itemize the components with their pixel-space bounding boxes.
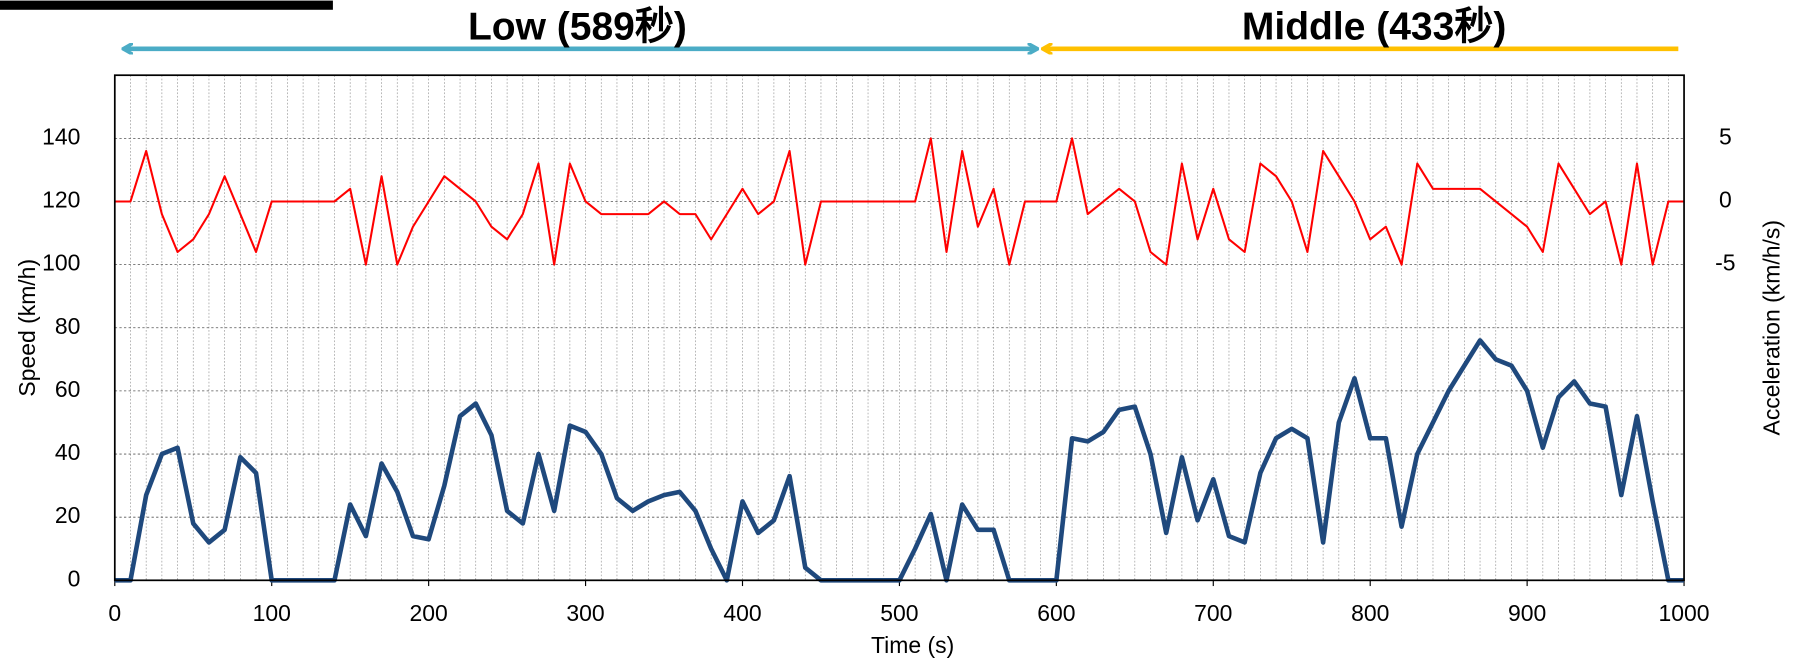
x-tick-label: 800 <box>1351 600 1389 626</box>
y-tick-label: 0 <box>68 565 81 591</box>
x-tick-label: 500 <box>880 600 918 626</box>
x-tick-label: 900 <box>1508 600 1546 626</box>
y-tick-label: 140 <box>42 123 80 149</box>
middle-label: Middle (433秒) <box>1242 6 1506 49</box>
x-tick-label: 600 <box>1037 600 1075 626</box>
y-tick-label: 60 <box>55 376 81 402</box>
y-tick-label: 80 <box>55 313 81 339</box>
y-tick-label: 100 <box>42 250 80 276</box>
x-tick-label: 300 <box>566 600 604 626</box>
x-tick-label: 200 <box>410 600 448 626</box>
y-tick-label: 20 <box>55 502 81 528</box>
header-bar <box>0 0 333 10</box>
x-tick-label: 0 <box>108 600 121 626</box>
y-tick-label: 120 <box>42 187 80 213</box>
x-tick-label: 100 <box>253 600 291 626</box>
plot-frame <box>113 74 1685 582</box>
series-line <box>114 137 1685 266</box>
y2-tick-label: -5 <box>1715 250 1735 276</box>
x-tick-label: 400 <box>723 600 761 626</box>
low-label: Low (589秒) <box>468 6 687 49</box>
y-axis-title: Speed (km/h) <box>14 259 40 397</box>
x-axis-title: Time (s) <box>871 632 954 658</box>
y-tick-label: 40 <box>55 439 81 465</box>
y2-axis-title: Acceleration (km/h/s) <box>1759 220 1785 435</box>
x-tick-label: 700 <box>1194 600 1232 626</box>
y2-tick-label: 0 <box>1719 187 1732 213</box>
y2-tick-label: 5 <box>1719 123 1732 149</box>
x-tick-label: 1000 <box>1659 600 1710 626</box>
